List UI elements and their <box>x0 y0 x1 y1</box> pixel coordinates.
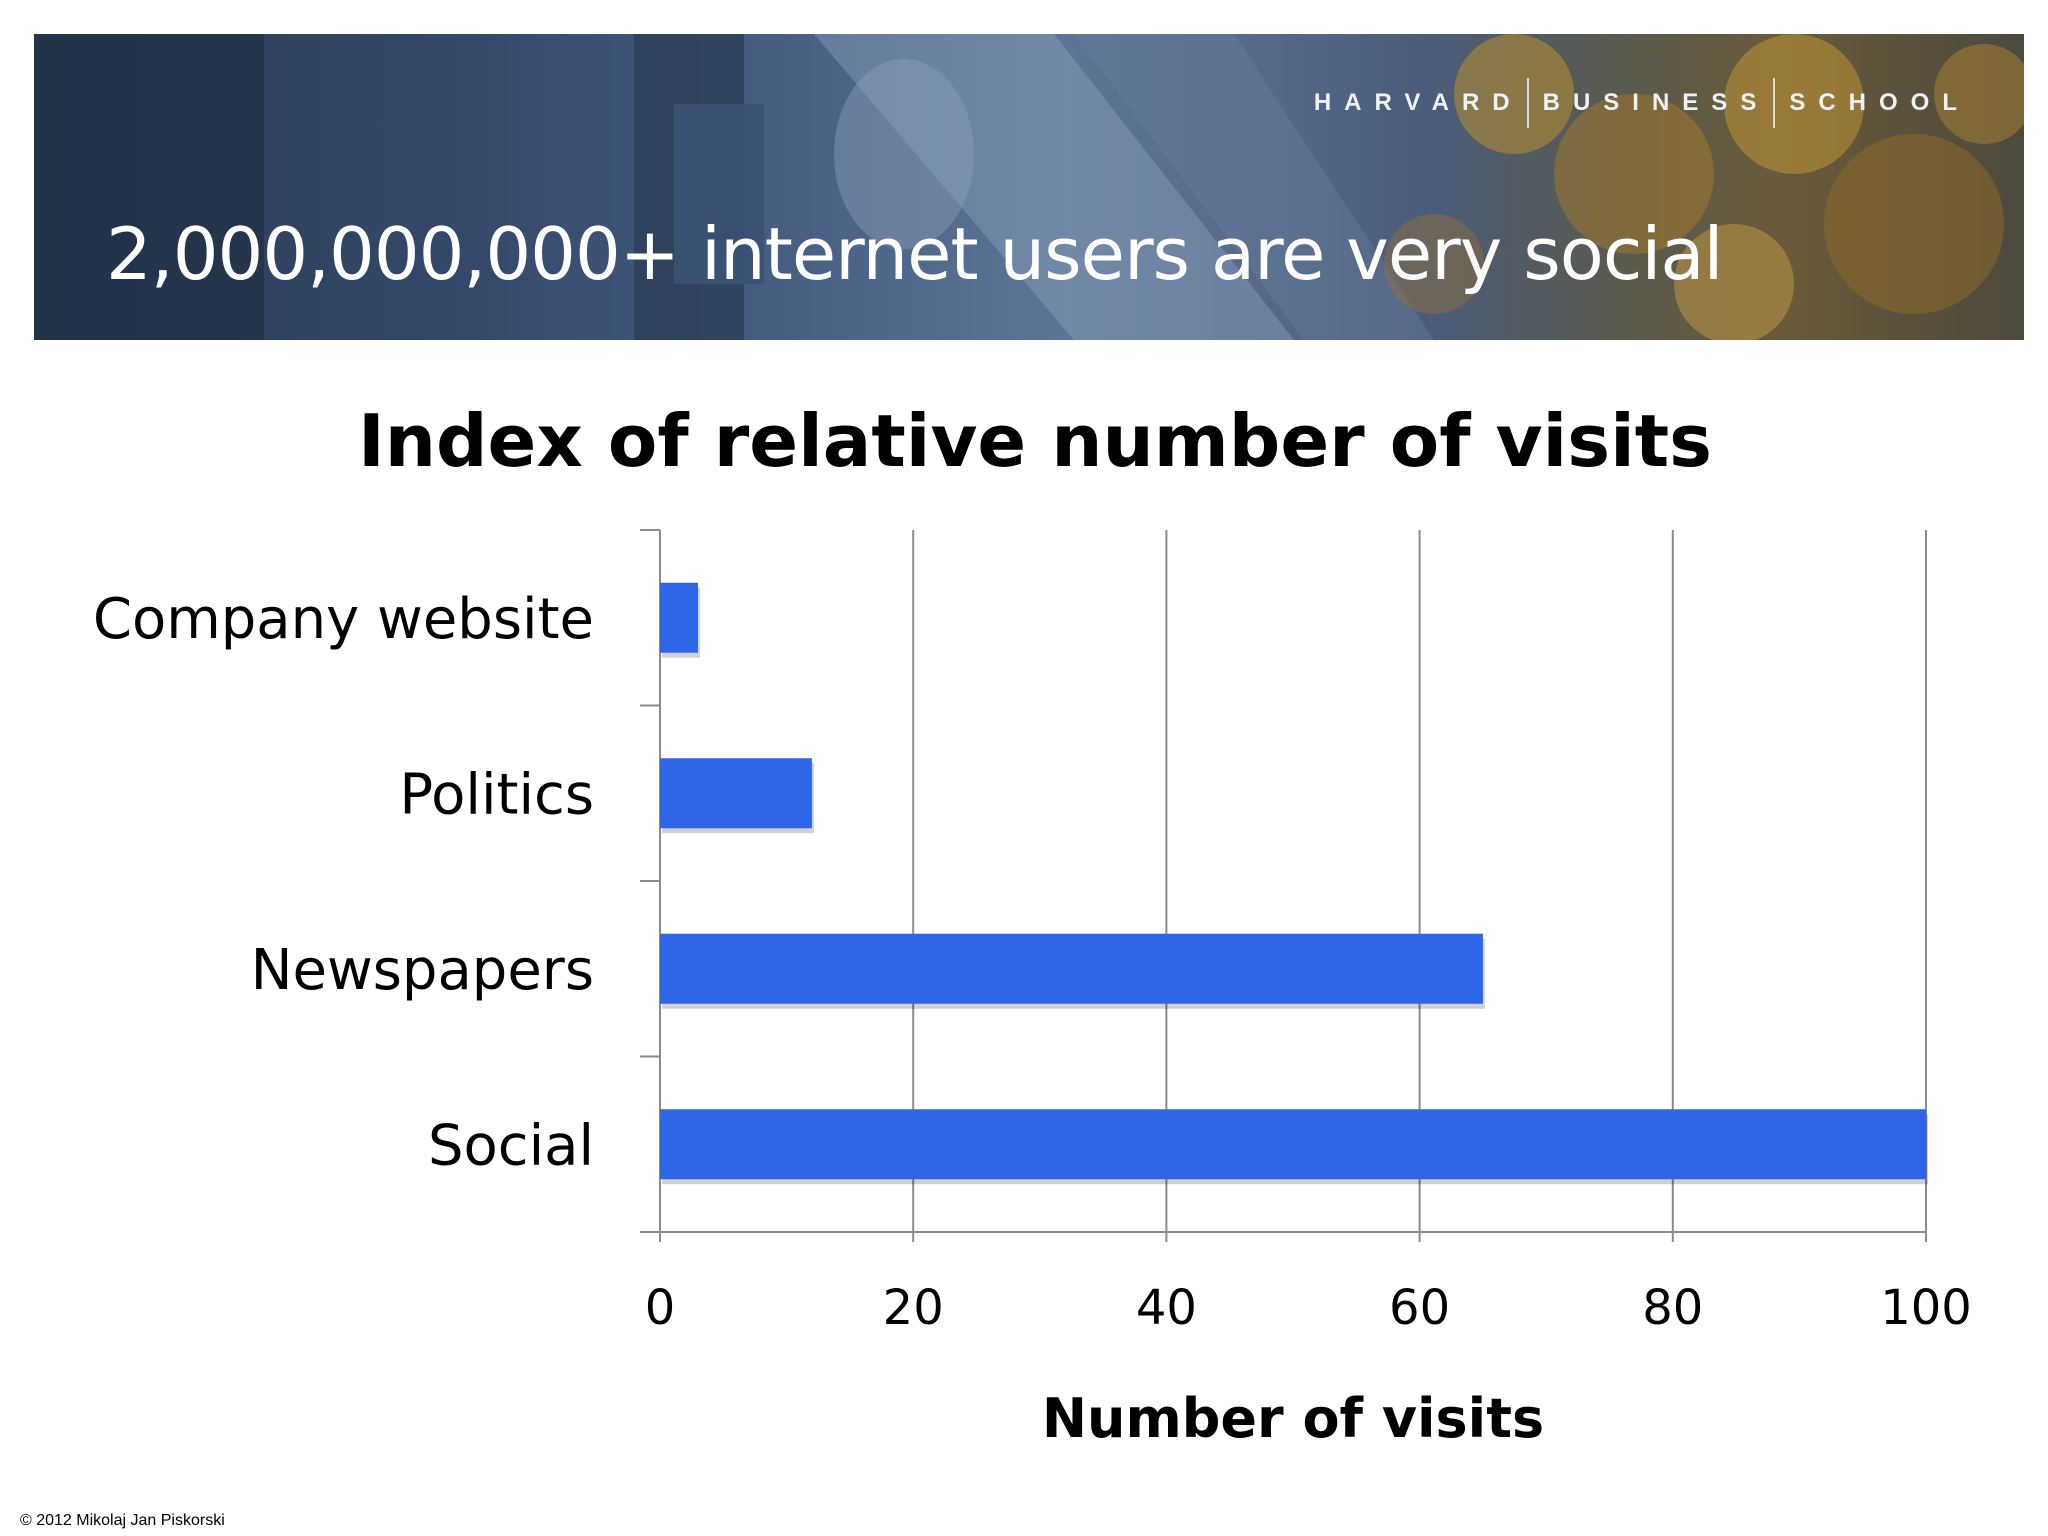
category-label: Newspapers <box>251 938 594 1003</box>
brand-divider <box>1526 78 1529 128</box>
x-tick-label: 0 <box>645 1280 676 1336</box>
school-brand: HARVARD BUSINESS SCHOOL <box>1314 78 1970 128</box>
label-layer: 0 20 40 60 80 100 Company website Politics Newsp… <box>93 587 1972 1336</box>
category-label: Politics <box>399 762 594 827</box>
copyright-notice: © 2012 Mikolaj Jan Piskorski <box>20 1512 225 1529</box>
x-tick-label: 80 <box>1642 1280 1703 1336</box>
x-tick-label: 40 <box>1136 1280 1197 1336</box>
bar-company-website <box>660 582 698 653</box>
bar-politics <box>660 758 812 829</box>
bar-social <box>660 1109 1926 1180</box>
brand-divider <box>1773 78 1776 128</box>
x-axis-title: Number of visits <box>1042 1387 1544 1450</box>
chart-title: Index of relative number of visits <box>358 399 1712 483</box>
x-tick-label: 100 <box>1880 1280 1972 1336</box>
x-tick-label: 20 <box>883 1280 944 1336</box>
banner-photo <box>34 34 2024 340</box>
bar-newspapers <box>660 933 1483 1004</box>
category-label: Social <box>428 1113 594 1178</box>
bar-layer <box>660 582 1928 1185</box>
x-tick-label: 60 <box>1389 1280 1450 1336</box>
slide-headline: 2,000,000,000+ internet users are very s… <box>106 212 1724 296</box>
header-banner: HARVARD BUSINESS SCHOOL 2,000,000,000+ i… <box>34 34 2024 340</box>
brand-word-school: SCHOOL <box>1789 89 1970 116</box>
brand-word-business: BUSINESS <box>1542 89 1770 116</box>
brand-word-harvard: HARVARD <box>1313 89 1523 116</box>
category-label: Company website <box>93 587 594 652</box>
